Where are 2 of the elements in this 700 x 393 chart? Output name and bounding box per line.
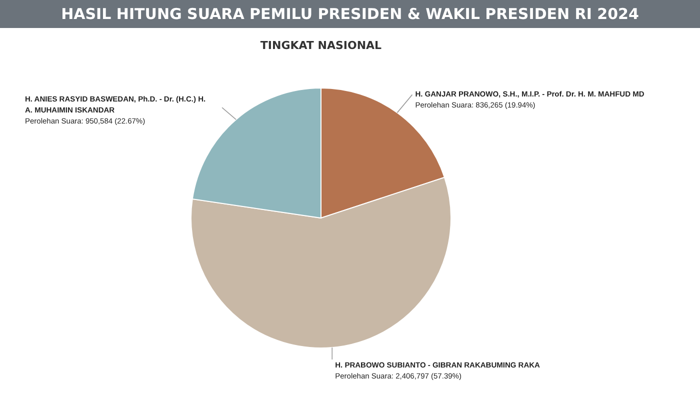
chart-title: HASIL HITUNG SUARA PEMILU PRESIDEN & WAKIL PRESIDEN RI 2024 bbox=[61, 5, 639, 23]
chart-subtitle: TINGKAT NASIONAL bbox=[260, 39, 382, 52]
